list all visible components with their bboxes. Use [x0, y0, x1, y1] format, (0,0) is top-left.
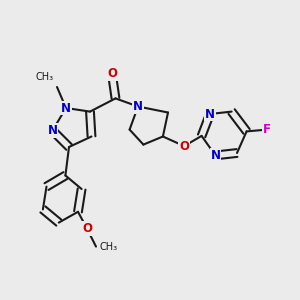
Text: N: N [210, 149, 220, 162]
Text: O: O [179, 140, 189, 153]
Text: CH₃: CH₃ [35, 73, 53, 82]
Text: O: O [82, 222, 92, 235]
Text: N: N [61, 101, 71, 115]
Text: O: O [107, 67, 117, 80]
Text: F: F [263, 123, 271, 136]
Text: N: N [47, 124, 58, 137]
Text: N: N [133, 100, 143, 113]
Text: CH₃: CH₃ [99, 242, 117, 252]
Text: N: N [205, 107, 215, 121]
